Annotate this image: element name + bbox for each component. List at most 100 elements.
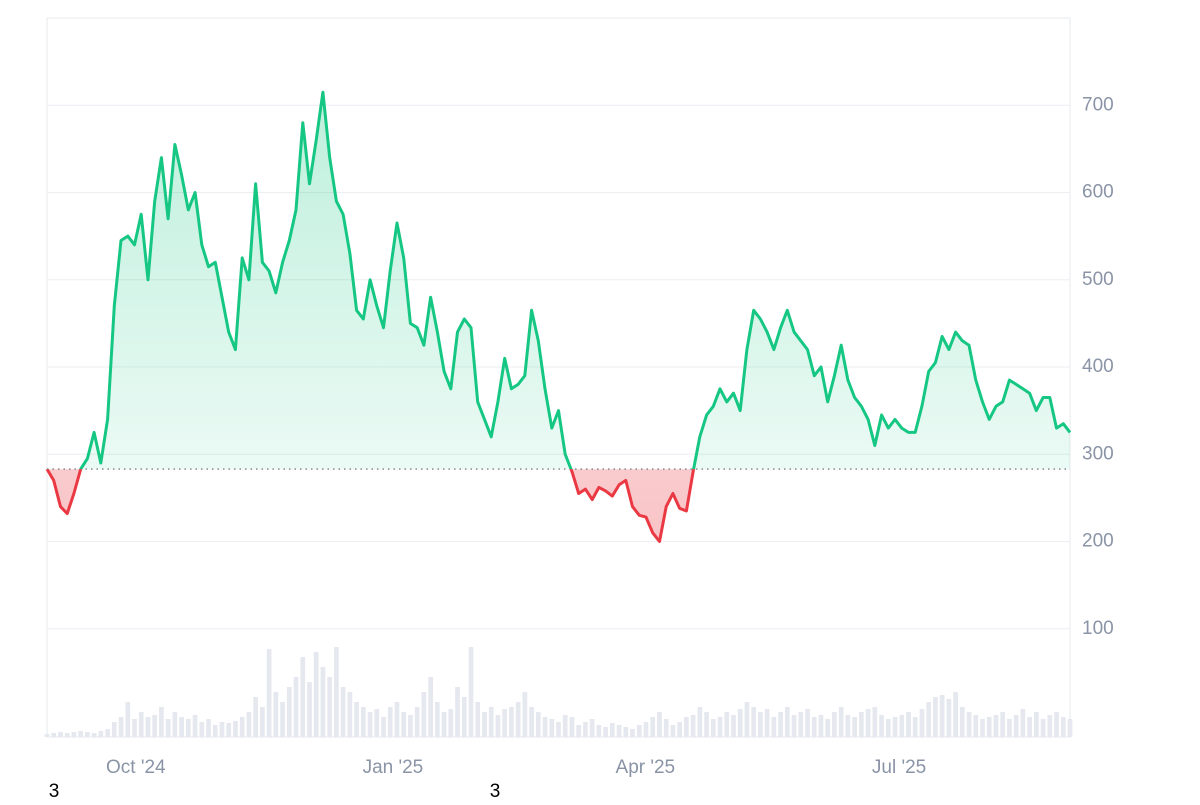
volume-bar [1040, 719, 1046, 737]
x-tick-label: Jul '25 [872, 757, 926, 778]
volume-bar [185, 719, 191, 737]
volume-bar [455, 687, 460, 737]
volume-bar [273, 692, 279, 737]
volume-bar [549, 719, 555, 737]
volume-bar [159, 707, 164, 737]
volume-bar [105, 729, 110, 737]
volume-bar [482, 712, 487, 737]
volume-bar [502, 709, 507, 737]
volume-bar [583, 722, 588, 737]
volume-bar [690, 715, 696, 737]
volume-bar [859, 712, 864, 737]
volume-bar [387, 707, 393, 737]
volume-bar [435, 702, 440, 737]
volume-bar [51, 733, 57, 737]
volume-bar [152, 715, 158, 737]
volume-bar [374, 709, 380, 737]
volume-bar [1054, 712, 1059, 737]
volume-bar [845, 715, 851, 737]
volume-bar [926, 702, 932, 737]
volume-bar [771, 717, 777, 737]
y-tick-label: 100 [1082, 618, 1114, 639]
volume-bar [233, 721, 238, 737]
volume-bar [219, 722, 225, 737]
volume-bar [576, 725, 582, 737]
volume-bar [798, 712, 804, 737]
volume-bar [44, 734, 50, 737]
volume-bar [811, 717, 817, 737]
volume-bar [78, 731, 83, 737]
volume-bar [710, 719, 716, 737]
volume-bar [367, 712, 373, 737]
volume-bar [475, 702, 481, 737]
volume-bar [879, 715, 884, 737]
volume-bar [515, 702, 521, 737]
volume-bar [535, 712, 541, 737]
volume-bar [192, 715, 198, 737]
volume-bar [657, 712, 662, 737]
volume-bar [1013, 715, 1019, 737]
volume-bar [421, 692, 427, 737]
volume-bar [468, 647, 474, 737]
volume-bar [334, 647, 339, 737]
volume-bar [529, 707, 534, 737]
volume-bar [266, 649, 272, 737]
volume-bar [630, 729, 635, 737]
volume-bar [1007, 719, 1012, 737]
volume-bar [906, 712, 911, 737]
volume-bar [1067, 719, 1073, 737]
volume-bar [832, 712, 837, 737]
volume-bar [731, 715, 736, 737]
volume-bar [125, 702, 131, 737]
volume-bar [313, 652, 319, 737]
volume-bar [993, 715, 999, 737]
volume-bar [912, 717, 918, 737]
volume-bar [286, 687, 292, 737]
volume-bar [1020, 709, 1026, 737]
x-tick-label: Apr '25 [616, 757, 676, 778]
volume-bar [448, 709, 454, 737]
volume-bar [1060, 717, 1066, 737]
volume-bar [677, 722, 682, 737]
volume-bar [71, 732, 77, 737]
volume-bar [704, 712, 709, 737]
y-tick-label: 200 [1082, 531, 1114, 552]
y-tick-label: 600 [1082, 182, 1114, 203]
volume-bar [724, 712, 730, 737]
volume-bar [428, 677, 433, 737]
volume-bar [650, 717, 656, 737]
volume-bar [172, 712, 178, 737]
volume-bar [764, 709, 770, 737]
volume-bar [495, 715, 501, 737]
volume-bar [596, 725, 602, 737]
volume-bar [959, 707, 965, 737]
volume-bar [744, 702, 750, 737]
volume-bar [199, 722, 205, 737]
volume-bar [509, 707, 514, 737]
volume-bar [670, 725, 676, 737]
annotation: 3 [490, 781, 501, 800]
volume-bar [300, 657, 306, 737]
volume-bar [260, 707, 265, 737]
volume-bar [919, 709, 925, 737]
volume-bar [354, 702, 359, 737]
volume-bar [562, 715, 568, 737]
volume-bar [293, 677, 299, 737]
volume-bar [408, 715, 413, 737]
volume-bar [179, 717, 184, 737]
price-line-above [47, 90, 1072, 470]
volume-bar [1047, 715, 1053, 737]
volume-bar [360, 707, 366, 737]
volume-bar [280, 702, 285, 737]
volume-bar [556, 722, 561, 737]
volume-bar [616, 725, 622, 737]
volume-bar [212, 725, 218, 737]
volume-bar [98, 731, 104, 737]
y-tick-label: 300 [1082, 443, 1114, 464]
volume-bar [643, 722, 649, 737]
volume-bar [118, 717, 124, 737]
y-tick-label: 500 [1082, 269, 1114, 290]
volume-bar [697, 707, 703, 737]
volume-bar [441, 712, 447, 737]
